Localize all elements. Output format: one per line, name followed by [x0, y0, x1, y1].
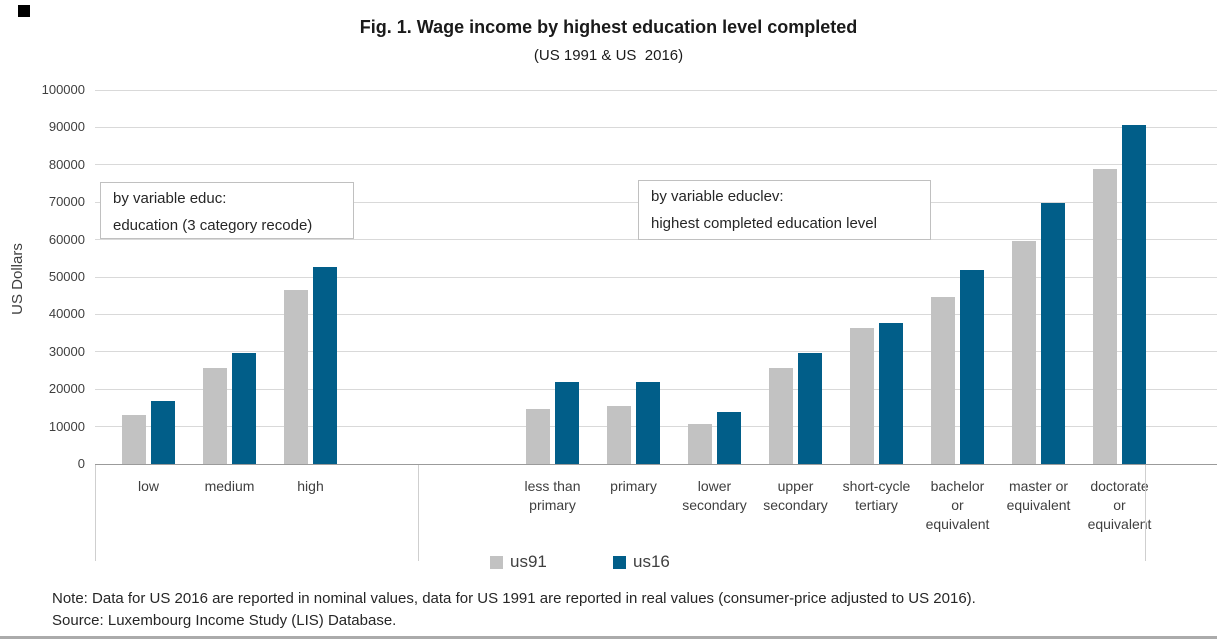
category-label-upper-secondary: upper secondary [763, 478, 828, 513]
bar-us91-bachelor-or-equivalent [931, 296, 955, 464]
y-tick-label-0: 0 [77, 456, 85, 471]
bar-us91-doctorate-or-equivalent [1093, 168, 1117, 464]
category-label-master-or-equivalent: master or equivalent [1006, 478, 1071, 513]
bar-us91-upper-secondary [769, 367, 793, 464]
bar-us91-less-than-primary [526, 409, 550, 464]
gridline-100000 [95, 89, 1217, 91]
bar-us16-medium [232, 352, 256, 464]
gridline-30000 [95, 351, 1217, 353]
category-label-short-cycle-tertiary: short-cycle tertiary [842, 478, 911, 513]
gridline-50000 [95, 276, 1217, 278]
legend-label-us91: us91 [510, 552, 547, 571]
bar-us91-low [122, 414, 146, 464]
gridline-90000 [95, 126, 1217, 128]
legend-label-us16: us16 [633, 552, 670, 571]
bar-us16-high [313, 266, 337, 464]
gridline-80000 [95, 164, 1217, 166]
y-tick-label-100000: 100000 [41, 82, 85, 97]
category-label-low: low [137, 478, 159, 494]
chart-subtitle: (US 1991 & US 2016) [533, 47, 684, 64]
category-label-high: high [297, 478, 324, 494]
y-tick-label-30000: 30000 [48, 343, 85, 359]
y-tick-label-80000: 80000 [48, 156, 85, 172]
category-separator-1 [418, 464, 419, 561]
category-label-doctorate-or-equivalent: doctorate or equivalent [1087, 478, 1152, 532]
category-label-primary: primary [610, 478, 657, 494]
category-label-bachelor-or-equivalent: bachelor or equivalent [925, 478, 990, 532]
bar-us16-master-or-equivalent [1041, 202, 1065, 464]
category-separator-0 [95, 464, 96, 561]
bar-us16-short-cycle-tertiary [879, 323, 903, 464]
note-text: Note: Data for US 2016 are reported in n… [52, 590, 976, 607]
annotation-box-educlev: by variable educlev: highest completed ed… [638, 180, 931, 240]
legend-swatch-us91 [490, 556, 503, 569]
gridline-40000 [95, 313, 1217, 315]
y-tick-label-10000: 10000 [48, 418, 85, 434]
y-tick-label-40000: 40000 [48, 306, 85, 322]
bar-us91-short-cycle-tertiary [850, 327, 874, 464]
y-tick-label-70000: 70000 [48, 194, 85, 210]
corner-square-marker [18, 5, 30, 17]
category-label-less-than-primary: less than primary [524, 478, 581, 513]
y-tick-label-90000: 90000 [48, 119, 85, 135]
bar-us91-primary [607, 406, 631, 464]
window-bottom-edge [0, 636, 1217, 639]
category-label-medium: medium [204, 478, 255, 494]
bar-us91-master-or-equivalent [1012, 241, 1036, 464]
bar-us91-high [284, 290, 308, 464]
x-axis-line [95, 463, 1217, 465]
legend-swatch-us16 [613, 556, 626, 569]
y-tick-label-20000: 20000 [48, 381, 85, 397]
bar-us16-less-than-primary [555, 382, 579, 464]
bar-us91-medium [203, 367, 227, 464]
bar-us91-lower-secondary [688, 423, 712, 464]
chart-title: Fig. 1. Wage income by highest education… [359, 17, 858, 37]
bar-us16-lower-secondary [717, 412, 741, 464]
annotation-box-educ: by variable educ: education (3 category r… [100, 182, 354, 239]
source-text: Source: Luxembourg Income Study (LIS) Da… [52, 612, 397, 629]
bar-us16-doctorate-or-equivalent [1122, 125, 1146, 464]
category-separator-2 [1145, 464, 1146, 561]
y-tick-label-50000: 50000 [48, 269, 85, 284]
bar-us16-bachelor-or-equivalent [960, 269, 984, 464]
bar-us16-low [151, 400, 175, 464]
category-label-lower-secondary: lower secondary [682, 478, 747, 513]
bar-us16-primary [636, 382, 660, 464]
y-tick-label-60000: 60000 [48, 231, 85, 247]
bar-us16-upper-secondary [798, 352, 822, 464]
